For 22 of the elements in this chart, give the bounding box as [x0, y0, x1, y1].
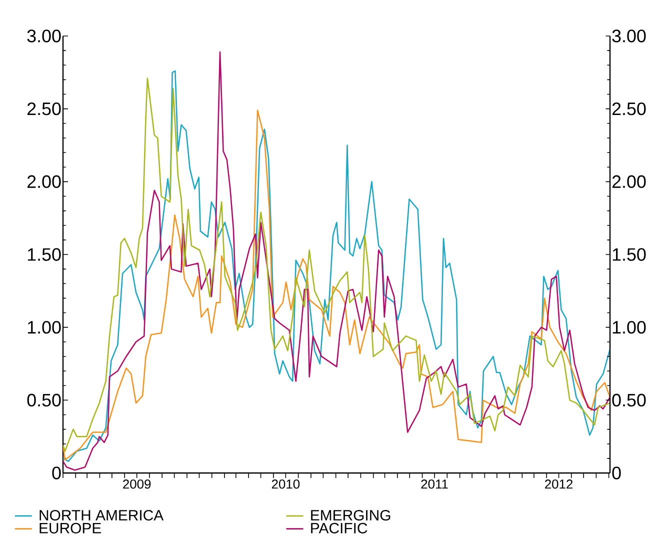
y2-tick-label: 0	[52, 466, 61, 480]
y2-tick-label: 2.50	[27, 102, 61, 116]
legend-label: EUROPE	[40, 522, 101, 534]
y-tick-label: 0.50	[612, 394, 646, 407]
y2-tick-label: 0.50	[27, 394, 61, 407]
y-tick-label: 1.00	[612, 321, 646, 334]
y2-tick-label: 1.50	[28, 248, 61, 261]
y-tick-label: 1.50	[612, 248, 646, 261]
y2-tick-label: 1.00	[28, 321, 61, 334]
y-tick-label: 0	[612, 466, 621, 480]
y2-tick-label: 3.00	[27, 30, 61, 42]
x-tick-label: 2011	[421, 480, 448, 489]
y-tick-label: 2.50	[612, 102, 646, 116]
y-tick-label: 2.00	[612, 175, 646, 188]
x-tick-label: 2009	[123, 480, 151, 489]
x-tick-label: 2012	[545, 480, 573, 489]
legend-label: NORTH AMERICA	[40, 510, 164, 521]
y-tick-label: 3.00	[612, 30, 646, 42]
legend-label: PACIFIC	[311, 522, 368, 534]
y2-tick-label: 2.00	[27, 175, 61, 188]
legend-label: EMERGING	[311, 510, 390, 521]
x-tick-label: 2010	[272, 480, 300, 489]
